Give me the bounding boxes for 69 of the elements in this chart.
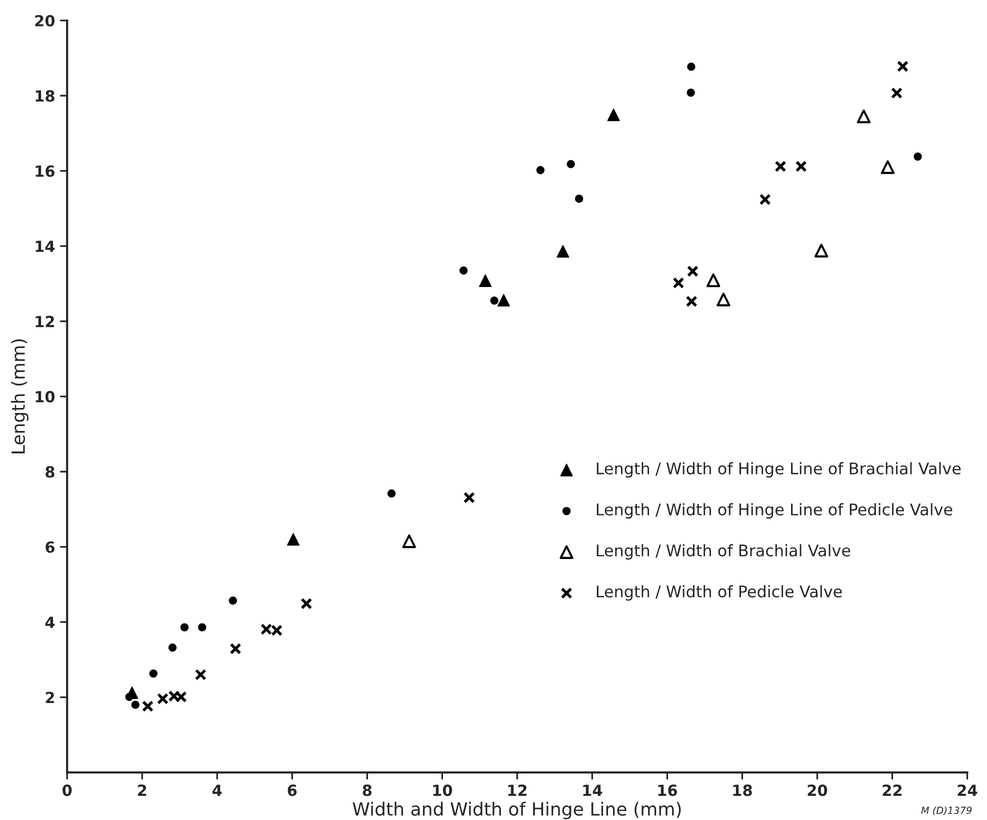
point bbox=[131, 700, 140, 709]
point bbox=[459, 266, 468, 275]
point bbox=[814, 244, 828, 258]
y-tick-label: 2 bbox=[46, 692, 54, 704]
point bbox=[880, 160, 895, 174]
point bbox=[759, 194, 771, 206]
x-tick-label: 24 bbox=[958, 784, 978, 796]
x-tick-label: 2 bbox=[138, 784, 146, 796]
point bbox=[672, 277, 684, 289]
point bbox=[300, 598, 312, 610]
point bbox=[497, 294, 510, 306]
y-tick-label: 4 bbox=[45, 616, 55, 628]
point bbox=[287, 533, 300, 546]
y-tick-label: 6 bbox=[46, 541, 54, 553]
point bbox=[149, 669, 158, 678]
x-tick-label: 12 bbox=[508, 784, 526, 796]
point bbox=[706, 273, 720, 288]
point bbox=[463, 492, 475, 504]
legend-label: Length / Width of Hinge Line of Pedicle Valve bbox=[596, 503, 952, 519]
point bbox=[686, 296, 698, 308]
y-tick-label: 10 bbox=[36, 390, 55, 402]
point bbox=[536, 166, 545, 174]
point bbox=[180, 623, 189, 632]
legend-label: Length / Width of Hinge Line of Brachial Valve bbox=[596, 462, 961, 478]
point bbox=[574, 194, 584, 203]
y-tick-label: 14 bbox=[36, 240, 55, 252]
point bbox=[479, 274, 492, 287]
x-tick-label: 14 bbox=[583, 784, 602, 796]
point bbox=[716, 292, 730, 306]
point bbox=[687, 62, 696, 71]
point bbox=[168, 644, 177, 652]
point bbox=[856, 110, 871, 124]
x-tick-label: 22 bbox=[882, 784, 902, 796]
point bbox=[228, 596, 237, 605]
point bbox=[607, 108, 620, 122]
point bbox=[490, 296, 498, 305]
x-tick-label: 0 bbox=[62, 784, 72, 796]
x-tick-label: 4 bbox=[212, 784, 222, 796]
y-tick-label: 16 bbox=[36, 165, 54, 177]
point bbox=[556, 245, 570, 258]
y-tick-label: 8 bbox=[46, 466, 54, 478]
point bbox=[198, 623, 206, 632]
y-axis-title: Length (mm) bbox=[11, 339, 28, 454]
point bbox=[686, 265, 698, 278]
point bbox=[194, 668, 206, 680]
point bbox=[566, 160, 575, 168]
text: M (D)1379 bbox=[921, 806, 972, 816]
y-tick-label: 18 bbox=[36, 90, 54, 102]
legend-label: Length / Width of Brachial Valve bbox=[596, 544, 850, 560]
point bbox=[230, 642, 242, 655]
point bbox=[774, 160, 786, 172]
x-tick-label: 10 bbox=[433, 784, 452, 796]
point bbox=[795, 160, 807, 172]
point bbox=[896, 60, 909, 72]
point bbox=[914, 152, 922, 161]
y-tick-label: 12 bbox=[36, 316, 54, 328]
point bbox=[142, 700, 154, 712]
x-tick-label: 8 bbox=[362, 784, 372, 796]
point bbox=[890, 87, 903, 99]
x-tick-label: 20 bbox=[808, 784, 828, 796]
point bbox=[686, 88, 695, 97]
x-tick-label: 18 bbox=[733, 784, 752, 796]
legend-label: Length / Width of Pedicle Valve bbox=[596, 585, 842, 601]
point bbox=[387, 489, 396, 498]
point bbox=[402, 534, 416, 548]
y-tick-label: 20 bbox=[35, 14, 55, 27]
x-tick-label: 6 bbox=[288, 784, 297, 796]
x-axis-title: Width and Width of Hinge Line (mm) bbox=[352, 802, 681, 820]
x-tick-label: 16 bbox=[658, 784, 678, 796]
